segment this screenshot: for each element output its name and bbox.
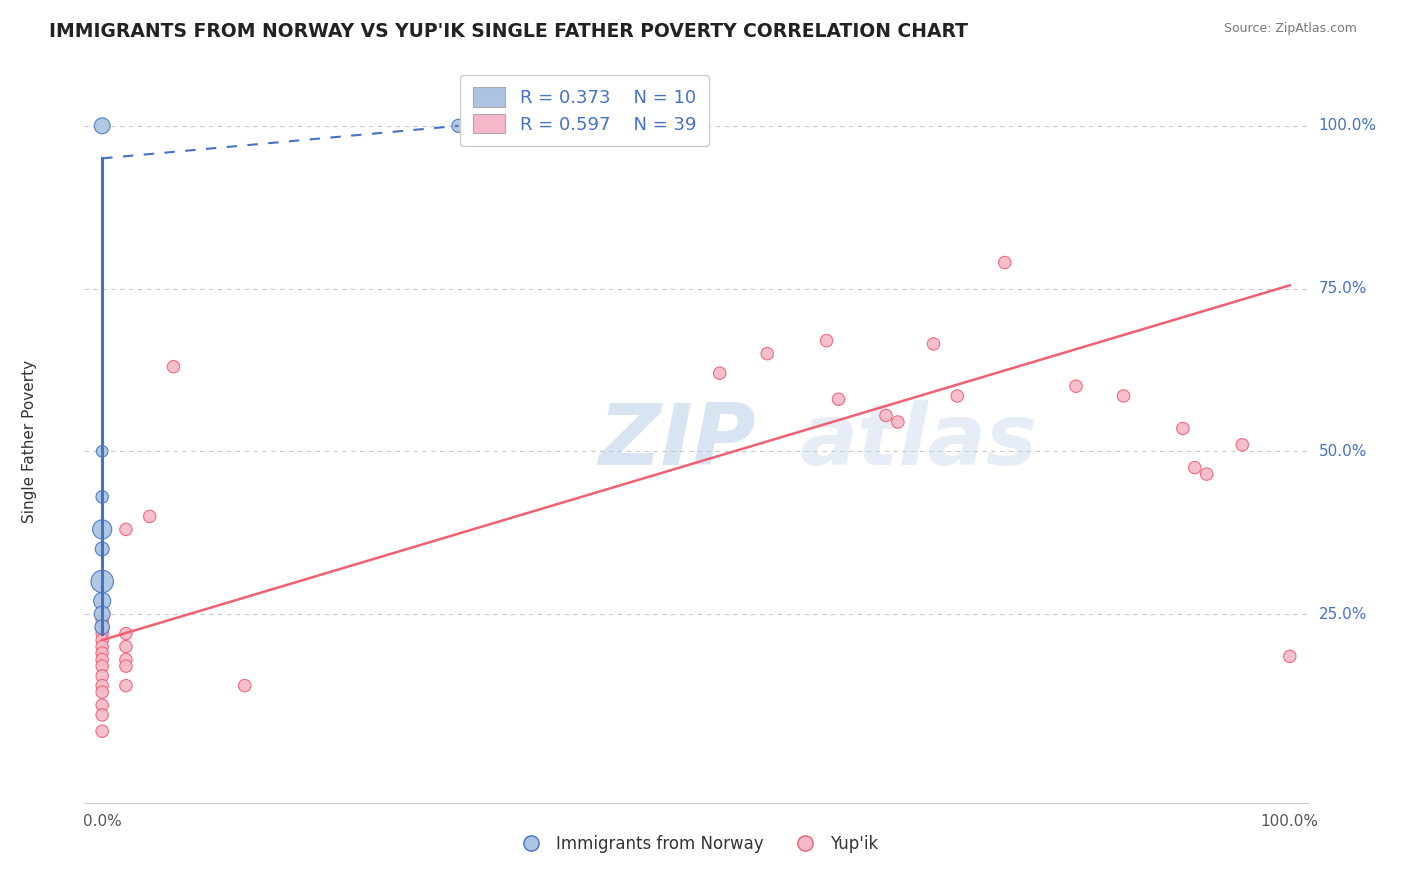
Point	[162, 359, 184, 374]
Point	[447, 119, 470, 133]
Point	[827, 392, 849, 407]
Point	[1278, 649, 1301, 664]
Point	[115, 679, 138, 693]
Point	[91, 669, 114, 683]
Point	[91, 626, 114, 640]
Point	[91, 652, 114, 666]
Point	[91, 119, 114, 133]
Point	[91, 614, 114, 628]
Point	[1171, 421, 1194, 435]
Point	[1232, 438, 1254, 452]
Point	[115, 523, 138, 537]
Point	[91, 607, 114, 621]
Point	[946, 389, 969, 403]
Point	[91, 620, 114, 634]
Point	[91, 541, 114, 556]
Point	[91, 685, 114, 699]
Point	[1064, 379, 1087, 393]
Point	[91, 640, 114, 654]
Point	[91, 490, 114, 504]
Point	[91, 620, 114, 634]
Point	[756, 346, 779, 360]
Point	[233, 679, 256, 693]
Point	[91, 444, 114, 458]
Text: 25.0%: 25.0%	[1319, 607, 1367, 622]
Point	[91, 698, 114, 713]
Text: Source: ZipAtlas.com: Source: ZipAtlas.com	[1223, 22, 1357, 36]
Point	[1184, 460, 1206, 475]
Text: IMMIGRANTS FROM NORWAY VS YUP'IK SINGLE FATHER POVERTY CORRELATION CHART: IMMIGRANTS FROM NORWAY VS YUP'IK SINGLE …	[49, 22, 969, 41]
Point	[91, 574, 114, 589]
Point	[115, 652, 138, 666]
Point	[887, 415, 910, 429]
Legend: Immigrants from Norway, Yup'ik: Immigrants from Norway, Yup'ik	[508, 828, 884, 860]
Point	[1195, 467, 1218, 481]
Point	[91, 724, 114, 739]
Point	[91, 646, 114, 660]
Text: 50.0%: 50.0%	[1319, 444, 1367, 458]
Point	[91, 523, 114, 537]
Point	[91, 679, 114, 693]
Point	[91, 633, 114, 648]
Point	[875, 409, 897, 423]
Point	[91, 659, 114, 673]
Point	[91, 594, 114, 608]
Point	[994, 255, 1017, 269]
Text: 75.0%: 75.0%	[1319, 281, 1367, 296]
Point	[115, 626, 138, 640]
Point	[1112, 389, 1135, 403]
Point	[138, 509, 160, 524]
Point	[709, 366, 731, 380]
Point	[815, 334, 838, 348]
Point	[922, 337, 945, 351]
Text: 100.0%: 100.0%	[1319, 119, 1376, 133]
Point	[115, 659, 138, 673]
Text: atlas: atlas	[800, 400, 1038, 483]
Point	[91, 707, 114, 722]
Point	[115, 640, 138, 654]
Text: Single Father Poverty: Single Father Poverty	[22, 360, 37, 523]
Text: ZIP: ZIP	[598, 400, 756, 483]
